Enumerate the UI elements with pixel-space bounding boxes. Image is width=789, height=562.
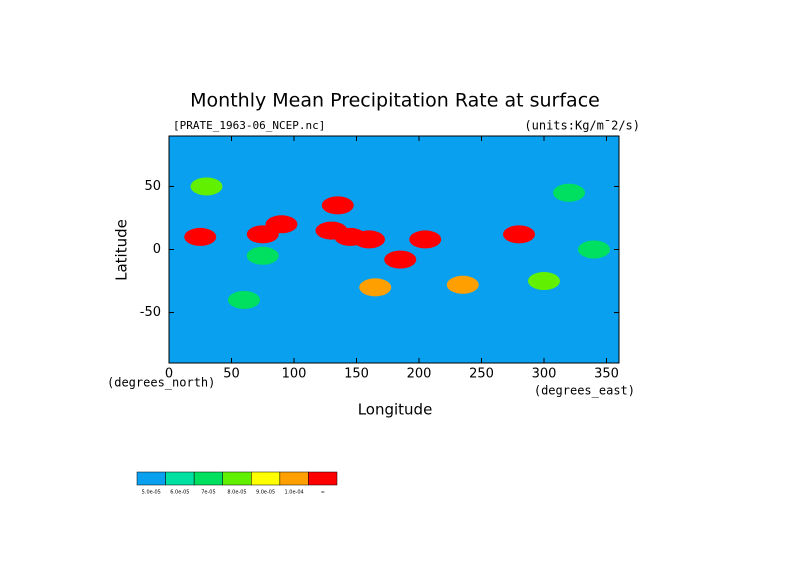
precip-region [503, 225, 535, 244]
colorbar-label: ∞ [321, 490, 325, 496]
precip-region [228, 290, 260, 309]
colorbar-label: 7e-05 [201, 490, 215, 496]
colorbar-box [279, 471, 309, 486]
y-unit: (degrees_north) [107, 376, 215, 390]
colorbar-box [222, 471, 252, 486]
x-tick-label: 150 [344, 367, 369, 382]
colorbar-label: 1.0e-04 [285, 490, 304, 496]
precip-region [528, 272, 560, 291]
colorbar-box [165, 471, 195, 486]
x-tick-label: 300 [532, 367, 557, 382]
field [184, 177, 610, 309]
y-axis-label: Latitude [113, 219, 131, 281]
x-tick-label: 0 [165, 367, 173, 382]
precip-region [321, 196, 354, 215]
x-tick-label: 250 [469, 367, 494, 382]
colorbar-box [251, 471, 281, 486]
colorbar-label: 9.0e-05 [256, 490, 275, 496]
precip-region [409, 230, 442, 249]
colorbar-label: 6.0e-05 [170, 490, 189, 496]
chart-title: Monthly Mean Precipitation Rate at surfa… [190, 90, 600, 112]
subtitle-left: [PRATE_1963-06_NCEP.nc] [173, 119, 325, 132]
precip-region [384, 250, 417, 269]
colorbar-label: 5.0e-05 [142, 490, 161, 496]
x-axis-label: Longitude [358, 401, 433, 419]
precip-region [246, 225, 279, 244]
y-tick-label: -50 [140, 305, 161, 320]
y-tick-label: 0 [153, 242, 161, 257]
colorbar-box [308, 471, 338, 486]
x-tick-label: 50 [223, 367, 240, 382]
plot-background [169, 136, 619, 363]
precip-region [246, 246, 279, 265]
colorbar-box [193, 471, 223, 486]
y-tick-label: 50 [144, 179, 161, 194]
x-tick-label: 200 [407, 367, 432, 382]
colorbar-label: 8.0e-05 [227, 490, 246, 496]
subtitle-right: (units:Kg/m¯2/s) [524, 119, 640, 133]
precip-region [578, 240, 610, 259]
precip-region [359, 278, 392, 297]
precip-region [190, 177, 223, 196]
precip-region [353, 230, 385, 249]
colorbar-box [136, 471, 166, 486]
precip-region [553, 183, 585, 202]
x-unit: (degrees_east) [534, 384, 635, 398]
x-tick-label: 350 [594, 367, 619, 382]
x-tick-label: 100 [282, 367, 307, 382]
precip-region [446, 275, 479, 294]
precip-region [184, 227, 217, 246]
